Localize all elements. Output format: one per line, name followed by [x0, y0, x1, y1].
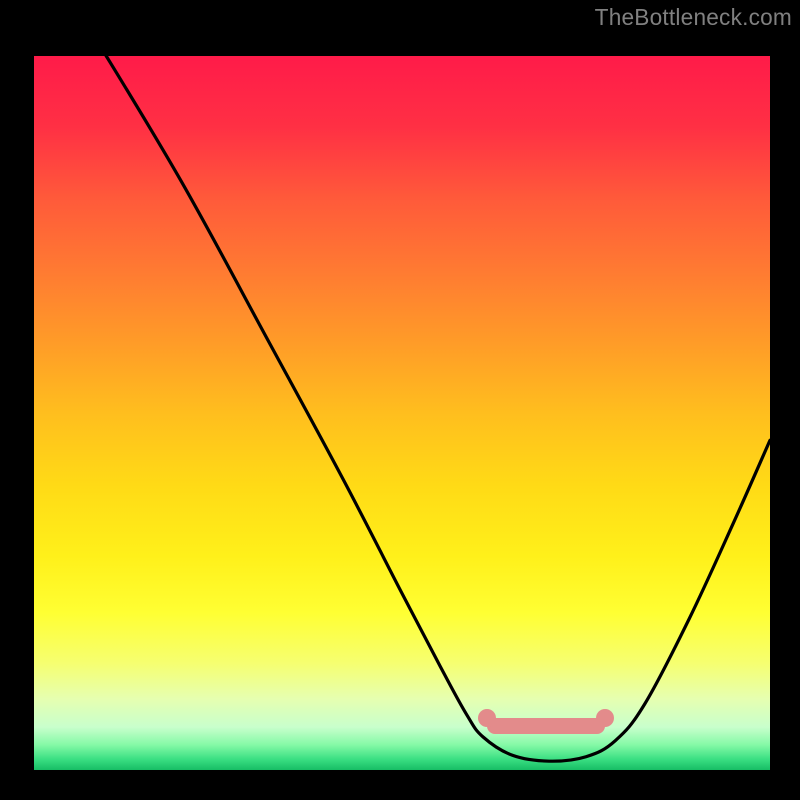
bottleneck-chart: TheBottleneck.com [0, 0, 800, 800]
bottleneck-gradient-background [34, 56, 770, 770]
plot-frame [34, 34, 770, 770]
gradient-fill [34, 56, 770, 770]
watermark-text: TheBottleneck.com [595, 4, 792, 31]
optimal-range-marker [487, 718, 605, 734]
